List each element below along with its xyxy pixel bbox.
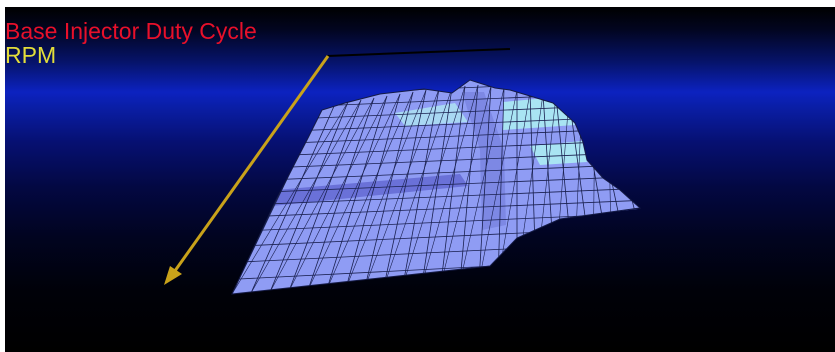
rpm-axis-arrowhead [164, 266, 182, 285]
view-legend: Base Injector Duty Cycle RPM [5, 19, 257, 67]
fuel-map-surface [232, 80, 640, 294]
rpm-axis-line [170, 55, 330, 276]
map-title: Base Injector Duty Cycle [5, 18, 257, 44]
back-axis-line [326, 48, 511, 57]
axis-label-rpm: RPM [5, 42, 57, 68]
surface-outline [231, 79, 642, 295]
